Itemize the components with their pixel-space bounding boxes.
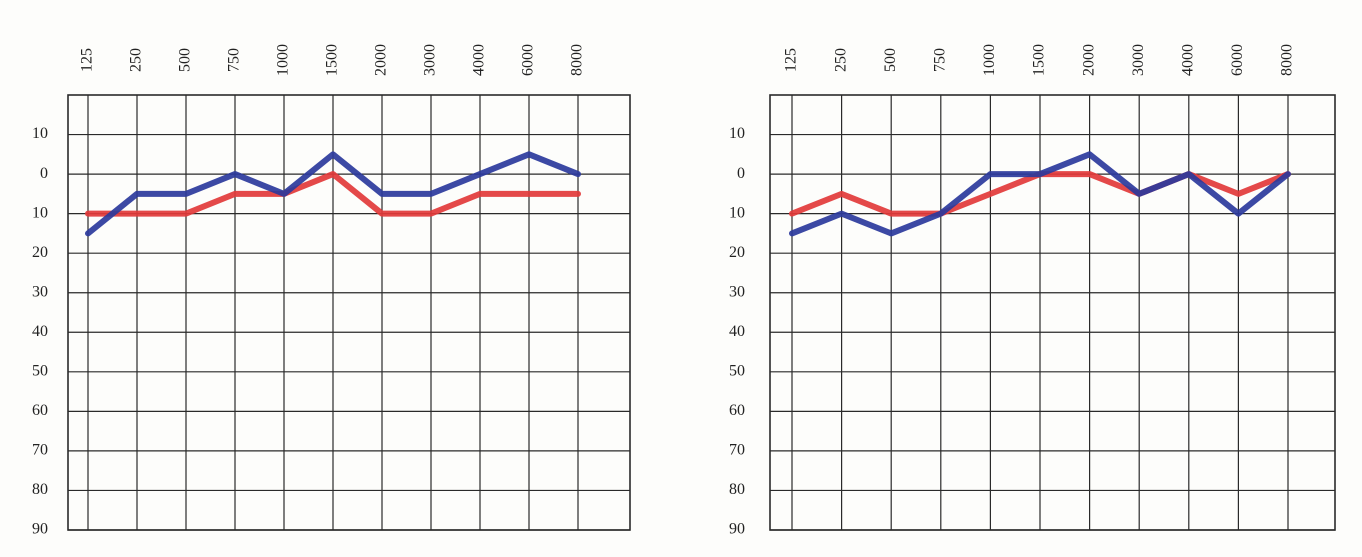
y-tick-label: 0 [737, 165, 745, 182]
x-tick-label: 1500 [1031, 44, 1048, 76]
hearing-trace [789, 151, 1291, 237]
x-tick-label: 250 [832, 48, 849, 72]
x-tick-label: 250 [128, 48, 145, 72]
y-tick-label: 50 [32, 362, 48, 379]
hearing-trace [85, 151, 581, 237]
x-tick-label: 3000 [1130, 44, 1147, 76]
plot-frame [769, 94, 1336, 531]
y-tick-label: 70 [729, 442, 745, 459]
y-tick-label: 10 [32, 204, 48, 221]
y-tick-label: 0 [40, 165, 48, 182]
hearing-trace [85, 171, 581, 217]
chart: 10 0 10 20 30 40 50 60 70 80 90 125 250 500 750 1000 150… [729, 44, 1336, 538]
x-tick-label: 8000 [1279, 44, 1296, 76]
y-tick-label: 60 [729, 402, 745, 419]
x-tick-label: 8000 [569, 44, 586, 76]
x-tick-label: 1000 [981, 44, 998, 76]
x-tick-label: 6000 [1229, 44, 1246, 76]
x-tick-label: 750 [931, 48, 948, 72]
x-tick-label: 2000 [373, 44, 390, 76]
y-tick-label: 10 [32, 125, 48, 142]
x-tick-label: 1500 [324, 44, 341, 76]
y-tick-label: 90 [729, 521, 745, 538]
y-tick-label: 20 [32, 244, 48, 261]
chart: 10 0 10 20 30 40 50 60 70 80 90 125 250 500 750 1000 150… [32, 44, 631, 538]
x-tick-label: 500 [882, 48, 899, 72]
y-tick-label: 30 [729, 283, 745, 300]
y-tick-label: 80 [729, 481, 745, 498]
y-tick-label: 70 [32, 442, 48, 459]
y-tick-label: 50 [729, 362, 745, 379]
y-tick-label: 80 [32, 481, 48, 498]
x-tick-label: 2000 [1080, 44, 1097, 76]
y-tick-label: 40 [32, 323, 48, 340]
y-tick-label: 10 [729, 204, 745, 221]
y-tick-label: 90 [32, 521, 48, 538]
x-tick-label: 3000 [422, 44, 439, 76]
y-tick-label: 10 [729, 125, 745, 142]
x-tick-label: 6000 [520, 44, 537, 76]
x-tick-label: 4000 [471, 44, 488, 76]
x-tick-label: 750 [226, 48, 243, 72]
x-tick-label: 125 [79, 48, 96, 72]
x-tick-label: 4000 [1179, 44, 1196, 76]
y-tick-label: 20 [729, 244, 745, 261]
x-tick-label: 125 [783, 48, 800, 72]
y-tick-label: 60 [32, 402, 48, 419]
x-tick-label: 1000 [275, 44, 292, 76]
x-tick-label: 500 [177, 48, 194, 72]
y-tick-label: 40 [729, 323, 745, 340]
y-tick-label: 30 [32, 283, 48, 300]
